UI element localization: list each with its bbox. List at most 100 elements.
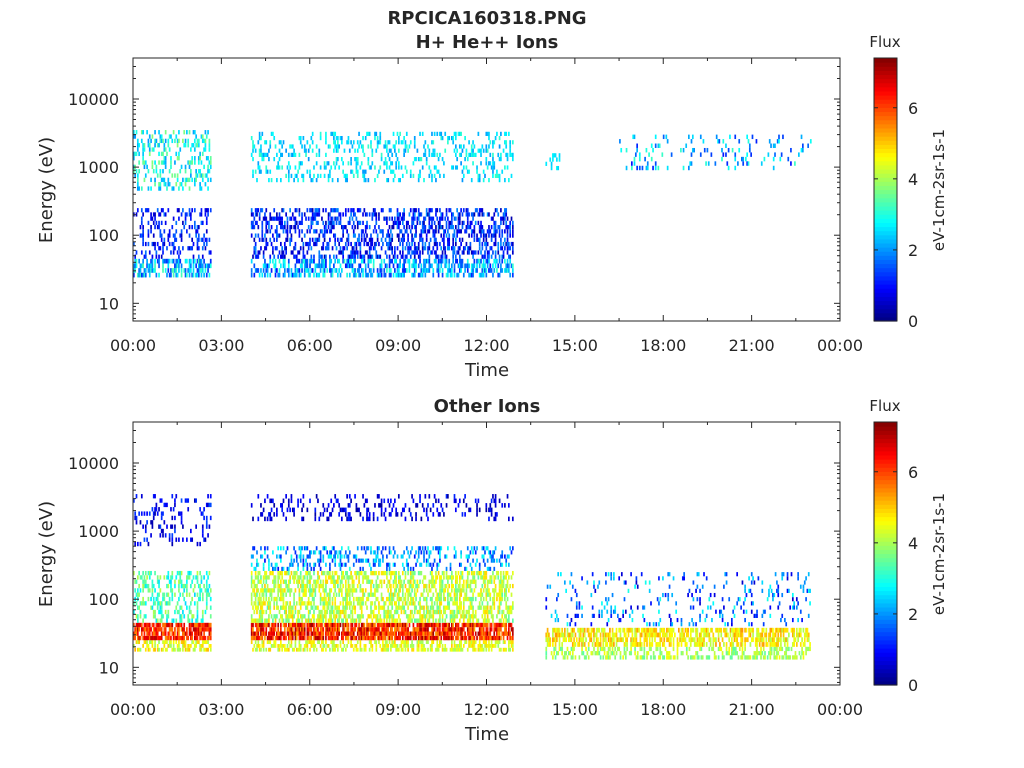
flux-cell bbox=[356, 596, 359, 602]
flux-cell bbox=[408, 263, 411, 269]
flux-cell bbox=[278, 575, 281, 580]
flux-cell bbox=[133, 156, 135, 161]
flux-cell bbox=[175, 263, 178, 269]
flux-cell bbox=[167, 601, 170, 606]
flux-cell bbox=[135, 258, 138, 264]
flux-cell bbox=[318, 263, 321, 269]
flux-cell bbox=[274, 614, 277, 619]
flux-cell bbox=[334, 596, 337, 602]
flux-cell bbox=[144, 614, 147, 619]
flux-cell bbox=[187, 635, 190, 641]
flux-cell bbox=[282, 601, 285, 606]
flux-cell bbox=[457, 131, 460, 136]
flux-cell bbox=[195, 627, 197, 632]
flux-cell bbox=[298, 165, 301, 170]
flux-cell bbox=[482, 237, 485, 242]
flux-cell bbox=[360, 546, 363, 551]
flux-cell bbox=[553, 153, 556, 158]
flux-cell bbox=[501, 216, 504, 221]
flux-cell bbox=[391, 644, 394, 648]
flux-cell bbox=[497, 152, 500, 157]
flux-cell bbox=[148, 511, 151, 516]
flux-cell bbox=[378, 225, 380, 230]
flux-cell bbox=[325, 579, 327, 584]
flux-cell bbox=[334, 622, 337, 628]
flux-cell bbox=[396, 208, 399, 213]
flux-cell bbox=[142, 229, 144, 234]
flux-cell bbox=[280, 592, 282, 597]
flux-cell bbox=[706, 147, 709, 153]
flux-cell bbox=[274, 229, 277, 234]
flux-cell bbox=[191, 622, 194, 628]
flux-cell bbox=[330, 605, 333, 610]
flux-cell bbox=[444, 246, 447, 251]
flux-cell bbox=[285, 635, 287, 641]
flux-cell bbox=[183, 635, 186, 641]
flux-cell bbox=[376, 627, 379, 632]
flux-cell bbox=[372, 229, 375, 234]
flux-cell bbox=[193, 225, 196, 230]
flux-cell bbox=[485, 148, 488, 153]
flux-cell bbox=[203, 507, 205, 512]
flux-cell bbox=[746, 152, 749, 157]
flux-cell bbox=[305, 558, 307, 563]
flux-cell bbox=[303, 622, 306, 628]
flux-cell bbox=[139, 635, 142, 641]
flux-cell bbox=[322, 272, 325, 278]
flux-cell bbox=[355, 558, 358, 563]
flux-cell bbox=[747, 139, 750, 144]
flux-cell bbox=[415, 263, 417, 269]
flux-cell bbox=[371, 618, 374, 623]
flux-cell bbox=[180, 627, 183, 632]
flux-cell bbox=[168, 533, 171, 538]
flux-cell bbox=[375, 647, 378, 652]
flux-cell bbox=[257, 618, 260, 623]
flux-cell bbox=[322, 241, 325, 247]
colorbar-swatch bbox=[874, 144, 897, 150]
flux-cell bbox=[164, 156, 167, 161]
flux-cell bbox=[412, 237, 415, 242]
flux-cell bbox=[281, 605, 284, 610]
flux-cell bbox=[367, 507, 370, 513]
flux-cell bbox=[254, 220, 257, 226]
flux-cell bbox=[199, 541, 201, 547]
flux-cell bbox=[287, 498, 290, 504]
flux-cell bbox=[404, 258, 407, 264]
flux-cell bbox=[366, 579, 368, 584]
flux-cell bbox=[174, 138, 176, 144]
flux-cell bbox=[355, 635, 358, 641]
flux-cell bbox=[199, 592, 201, 597]
flux-cell bbox=[162, 528, 164, 534]
flux-cell bbox=[186, 647, 188, 652]
flux-cell bbox=[351, 644, 354, 648]
flux-cell bbox=[391, 601, 394, 606]
flux-cell bbox=[268, 635, 270, 641]
flux-cell bbox=[180, 622, 183, 628]
flux-cell bbox=[147, 647, 150, 652]
flux-cell bbox=[290, 640, 293, 645]
flux-cell bbox=[424, 258, 427, 264]
flux-cell bbox=[186, 605, 188, 610]
flux-cell bbox=[468, 152, 470, 157]
flux-cell bbox=[492, 152, 494, 157]
flux-cell bbox=[347, 588, 350, 593]
flux-cell bbox=[162, 208, 164, 213]
flux-cell bbox=[310, 575, 313, 580]
flux-cell bbox=[293, 601, 295, 606]
flux-cell bbox=[421, 241, 424, 247]
colorbar-unit: eV-1cm-2sr-1s-1 bbox=[930, 129, 948, 251]
flux-cell bbox=[358, 601, 360, 606]
flux-cell bbox=[280, 140, 282, 145]
flux-cell bbox=[428, 254, 431, 259]
flux-cell bbox=[253, 144, 256, 149]
flux-cell bbox=[133, 601, 135, 606]
flux-cell bbox=[167, 592, 170, 597]
flux-cell bbox=[469, 246, 472, 251]
flux-cell bbox=[363, 622, 366, 628]
flux-cell bbox=[134, 635, 137, 641]
flux-cell bbox=[265, 618, 268, 623]
flux-cell bbox=[337, 631, 339, 636]
flux-cell bbox=[179, 258, 182, 264]
flux-cell bbox=[311, 640, 314, 645]
flux-cell bbox=[303, 268, 306, 273]
